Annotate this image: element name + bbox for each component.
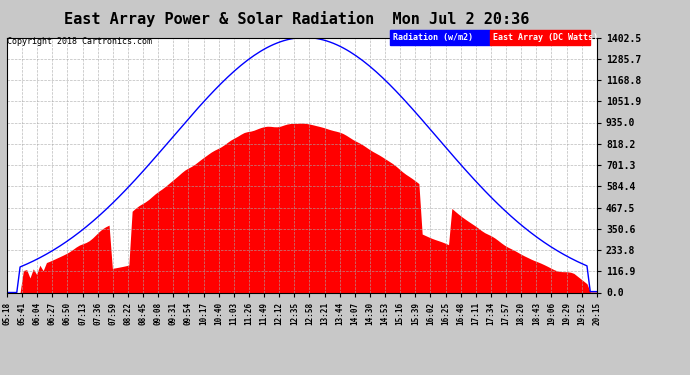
Text: East Array (DC Watts): East Array (DC Watts) — [493, 33, 598, 42]
Text: Copyright 2018 Cartronics.com: Copyright 2018 Cartronics.com — [7, 38, 152, 46]
Text: East Array Power & Solar Radiation  Mon Jul 2 20:36: East Array Power & Solar Radiation Mon J… — [64, 11, 529, 27]
Text: Radiation (w/m2): Radiation (w/m2) — [393, 33, 473, 42]
